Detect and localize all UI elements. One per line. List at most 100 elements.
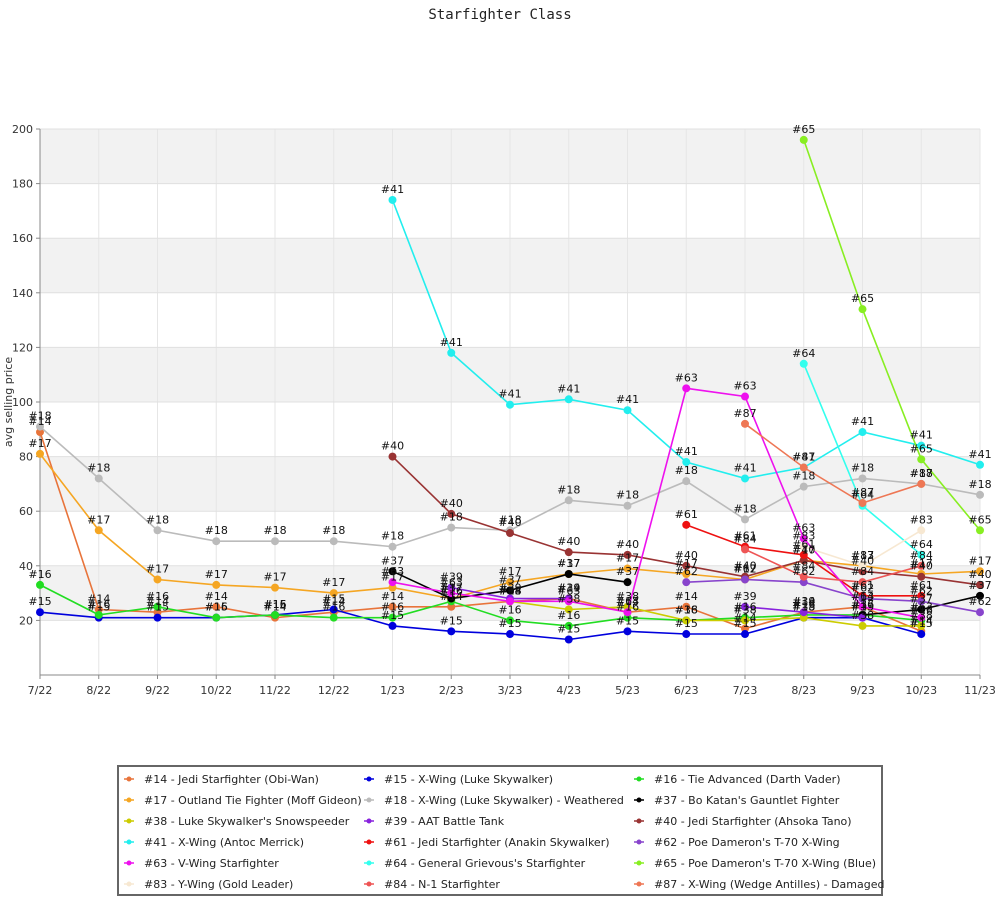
data-point[interactable] <box>976 460 984 469</box>
data-point[interactable] <box>741 515 749 524</box>
data-point[interactable] <box>329 605 338 614</box>
legend-item[interactable]: #39 - AAT Battle Tank <box>364 815 505 828</box>
data-point[interactable] <box>329 537 338 546</box>
data-point[interactable] <box>271 610 279 619</box>
legend-item[interactable]: #18 - X-Wing (Luke Skywalker) - Weathere… <box>364 794 624 807</box>
data-point[interactable] <box>388 452 397 461</box>
data-point[interactable] <box>564 496 573 505</box>
data-point[interactable] <box>564 548 573 557</box>
data-point[interactable] <box>741 419 749 428</box>
data-point[interactable] <box>153 613 162 622</box>
data-point[interactable] <box>212 602 221 611</box>
legend-item[interactable]: #62 - Poe Dameron's T-70 X-Wing <box>634 836 840 849</box>
data-point[interactable] <box>388 542 397 551</box>
data-point[interactable] <box>858 305 867 314</box>
data-point[interactable] <box>36 422 44 431</box>
data-point[interactable] <box>799 135 808 144</box>
data-point[interactable] <box>447 627 456 636</box>
data-point[interactable] <box>153 575 162 584</box>
data-point[interactable] <box>564 605 573 614</box>
data-point[interactable] <box>94 526 103 535</box>
data-point[interactable] <box>212 580 221 589</box>
data-point[interactable] <box>506 578 514 587</box>
data-point[interactable] <box>976 526 984 535</box>
data-point[interactable] <box>36 608 44 617</box>
data-point[interactable] <box>447 509 456 518</box>
data-point[interactable] <box>388 567 397 576</box>
data-point[interactable] <box>329 589 338 598</box>
data-point[interactable] <box>623 564 632 573</box>
data-point[interactable] <box>212 537 221 546</box>
legend-item[interactable]: #16 - Tie Advanced (Darth Vader) <box>634 773 841 786</box>
data-point[interactable] <box>564 395 573 404</box>
data-point[interactable] <box>623 501 632 510</box>
data-point[interactable] <box>858 499 867 508</box>
legend-item[interactable]: #64 - General Grievous's Starfighter <box>364 857 586 870</box>
data-point[interactable] <box>799 463 808 472</box>
data-point[interactable] <box>917 526 926 535</box>
data-point[interactable] <box>564 621 573 630</box>
legend-item[interactable]: #83 - Y-Wing (Gold Leader) <box>124 878 293 891</box>
data-point[interactable] <box>858 474 867 483</box>
data-point[interactable] <box>682 384 691 393</box>
data-point[interactable] <box>858 594 867 603</box>
legend-item[interactable]: #65 - Poe Dameron's T-70 X-Wing (Blue) <box>634 857 876 870</box>
legend-item[interactable]: #61 - Jedi Starfighter (Anakin Skywalker… <box>364 836 610 849</box>
data-point[interactable] <box>36 449 44 458</box>
data-point[interactable] <box>799 550 808 559</box>
data-point[interactable] <box>682 477 691 486</box>
data-point[interactable] <box>153 526 162 535</box>
data-point[interactable] <box>741 616 749 625</box>
data-point[interactable] <box>741 602 749 611</box>
data-point[interactable] <box>388 602 397 611</box>
data-point[interactable] <box>564 569 573 578</box>
data-point[interactable] <box>506 630 514 639</box>
data-point[interactable] <box>94 474 103 483</box>
data-point[interactable] <box>976 580 984 589</box>
data-point[interactable] <box>447 589 456 598</box>
data-point[interactable] <box>917 630 926 639</box>
legend-item[interactable]: #38 - Luke Skywalker's Snowspeeder <box>124 815 350 828</box>
data-point[interactable] <box>682 569 691 578</box>
data-point[interactable] <box>976 490 984 499</box>
data-point[interactable] <box>329 613 338 622</box>
data-point[interactable] <box>858 561 867 570</box>
legend-item[interactable]: #41 - X-Wing (Antoc Merrick) <box>124 836 304 849</box>
legend-item[interactable]: #37 - Bo Katan's Gauntlet Fighter <box>634 794 840 807</box>
data-point[interactable] <box>799 534 808 543</box>
data-point[interactable] <box>564 635 573 644</box>
legend-item[interactable]: #15 - X-Wing (Luke Skywalker) <box>364 773 553 786</box>
data-point[interactable] <box>741 545 749 554</box>
data-point[interactable] <box>858 428 867 437</box>
data-point[interactable] <box>623 406 632 415</box>
data-point[interactable] <box>682 602 691 611</box>
data-point[interactable] <box>94 610 103 619</box>
data-point[interactable] <box>271 537 279 546</box>
data-point[interactable] <box>388 613 397 622</box>
data-point[interactable] <box>917 613 926 622</box>
data-point[interactable] <box>388 621 397 630</box>
legend-item[interactable]: #63 - V-Wing Starfighter <box>124 857 279 870</box>
data-point[interactable] <box>623 608 632 617</box>
data-point[interactable] <box>976 608 984 617</box>
data-point[interactable] <box>682 561 691 570</box>
data-point[interactable] <box>447 348 456 357</box>
data-point[interactable] <box>976 567 984 576</box>
data-point[interactable] <box>858 602 867 611</box>
data-point[interactable] <box>917 455 926 464</box>
data-point[interactable] <box>741 630 749 639</box>
data-point[interactable] <box>917 572 926 581</box>
legend-item[interactable]: #87 - X-Wing (Wedge Antilles) - Damaged <box>634 878 884 891</box>
data-point[interactable] <box>506 597 514 606</box>
data-point[interactable] <box>506 616 514 625</box>
data-point[interactable] <box>741 575 749 584</box>
data-point[interactable] <box>623 627 632 636</box>
data-point[interactable] <box>917 479 926 488</box>
data-point[interactable] <box>682 578 691 587</box>
data-point[interactable] <box>506 529 514 538</box>
data-point[interactable] <box>917 605 926 614</box>
data-point[interactable] <box>799 482 808 491</box>
data-point[interactable] <box>682 458 691 467</box>
data-point[interactable] <box>741 392 749 401</box>
data-point[interactable] <box>917 441 926 450</box>
